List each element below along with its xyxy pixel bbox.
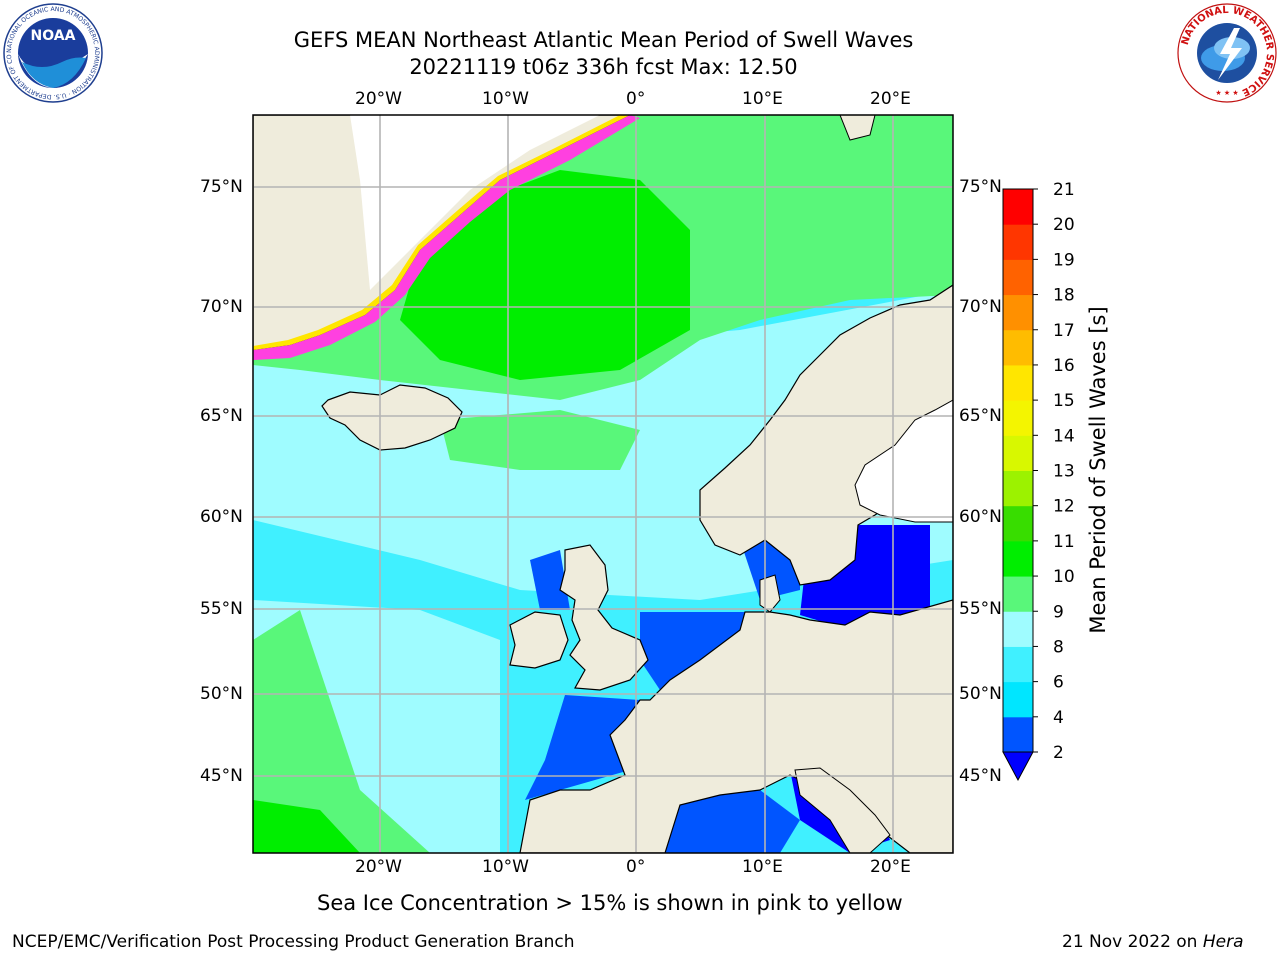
shelf-sea-blue (525, 695, 640, 800)
graticule (253, 115, 953, 853)
colorbar-tick-label: 11 (1053, 532, 1075, 552)
lat-label-right: 70°N (959, 297, 1002, 317)
colorbar-segment (1003, 329, 1033, 366)
shelf-sea-blue (530, 550, 570, 610)
colorbar-tick-label: 6 (1053, 673, 1064, 693)
colorbar-segment (1003, 224, 1033, 260)
lat-label-right: 55°N (959, 599, 1002, 619)
lat-label-right: 65°N (959, 406, 1002, 426)
lon-label-top: 0° (626, 89, 646, 109)
lat-label-left: 60°N (200, 507, 243, 527)
land-iceland (321, 384, 463, 451)
sea-ice-edge (253, 115, 640, 360)
colorbar-segment (1003, 435, 1033, 471)
lat-label-left: 55°N (200, 599, 243, 619)
colorbar-segment (1003, 259, 1033, 296)
colorbar-segment (1003, 294, 1033, 331)
noaa-logo-text: NOAA (31, 28, 76, 44)
map-subtitle: 20221119 t06z 336h fcst Max: 12.50 (409, 55, 798, 79)
footer-credit: NCEP/EMC/Verification Post Processing Pr… (12, 932, 575, 952)
lon-label-bottom: 10°W (482, 857, 529, 877)
colorbar-segment (1003, 646, 1033, 683)
colorbar-tick-label: 14 (1053, 426, 1075, 446)
map-title: GEFS MEAN Northeast Atlantic Mean Period… (293, 28, 914, 52)
ocean-zone-green (253, 610, 430, 853)
lat-label-left: 65°N (200, 406, 243, 426)
nws-logo: NATIONAL WEATHER SERVICE ★ ★ ★ (1177, 3, 1277, 103)
map-frame (252, 114, 954, 854)
lon-label-top: 10°W (482, 89, 529, 109)
colorbar-tick-label: 10 (1053, 567, 1075, 587)
sea-ice-caption: Sea Ice Concentration > 15% is shown in … (317, 891, 903, 915)
lat-label-right: 60°N (959, 507, 1002, 527)
colorbar-tick-label: 17 (1053, 321, 1075, 341)
colorbar-tick-label: 18 (1053, 286, 1075, 306)
lon-label-top: 20°W (355, 89, 402, 109)
svg-text:★ ★ ★: ★ ★ ★ (1215, 89, 1238, 97)
footer-date-text: 21 Nov 2022 on (1062, 932, 1203, 952)
greenland-ice-interior (350, 115, 600, 290)
colorbar-segment (1003, 540, 1033, 577)
colorbar-tick-label: 21 (1053, 180, 1075, 200)
colorbar-tick-label: 12 (1053, 497, 1075, 517)
lat-label-left: 70°N (200, 297, 243, 317)
lat-label-left: 45°N (200, 766, 243, 786)
lon-label-bottom: 0° (626, 857, 646, 877)
colorbar-segment (1003, 505, 1033, 542)
colorbar-tick-label: 13 (1053, 462, 1075, 482)
land-ireland (509, 611, 569, 669)
lon-label-top: 20°E (870, 89, 911, 109)
shelf-sea-blue (640, 612, 745, 690)
colorbar-tick-label: 16 (1053, 356, 1075, 376)
colorbar: 2 4 6 8 9 10 11 12 13 14 15 16 17 18 19 20 21 (1002, 180, 1075, 782)
colorbar-tick-label: 4 (1053, 708, 1064, 728)
colorbar-segment (1003, 189, 1033, 225)
footer-host: Hera (1202, 932, 1244, 952)
noaa-logo: NATIONAL OCEANIC AND ATMOSPHERIC ADMINIS… (2, 2, 103, 103)
colorbar-segment (1003, 611, 1033, 647)
lat-label-right: 75°N (959, 177, 1002, 197)
land-italy (794, 767, 891, 853)
lat-label-left: 50°N (200, 684, 243, 704)
swell-period-map (252, 114, 954, 854)
colorbar-tick-label: 8 (1053, 637, 1064, 657)
colorbar-tick-label: 20 (1053, 215, 1075, 235)
land-svalbard (839, 115, 876, 141)
colorbar-tick-label: 15 (1053, 391, 1075, 411)
colorbar-segment (1003, 576, 1033, 612)
lon-label-bottom: 10°E (742, 857, 783, 877)
lon-label-bottom: 20°E (870, 857, 911, 877)
lat-label-right: 45°N (959, 766, 1002, 786)
lat-label-right: 50°N (959, 684, 1002, 704)
ocean-zone-green (400, 170, 690, 380)
colorbar-under-arrow (1002, 751, 1034, 782)
colorbar-segment (1003, 400, 1033, 436)
ocean-zone-green (253, 800, 360, 853)
lon-label-top: 10°E (742, 89, 783, 109)
ocean-zone-green (440, 410, 640, 470)
lon-label-bottom: 20°W (355, 857, 402, 877)
lat-label-left: 75°N (200, 177, 243, 197)
colorbar-tick-label: 9 (1053, 602, 1064, 622)
colorbar-segment (1003, 470, 1033, 507)
colorbar-segment (1003, 364, 1033, 401)
colorbar-segment (1003, 716, 1033, 753)
footer-date: 21 Nov 2022 on Hera (1062, 932, 1244, 952)
land-great-britain (559, 544, 649, 691)
colorbar-segment (1003, 681, 1033, 718)
colorbar-tick-label: 2 (1053, 743, 1064, 763)
colorbar-tick-label: 19 (1053, 250, 1075, 270)
